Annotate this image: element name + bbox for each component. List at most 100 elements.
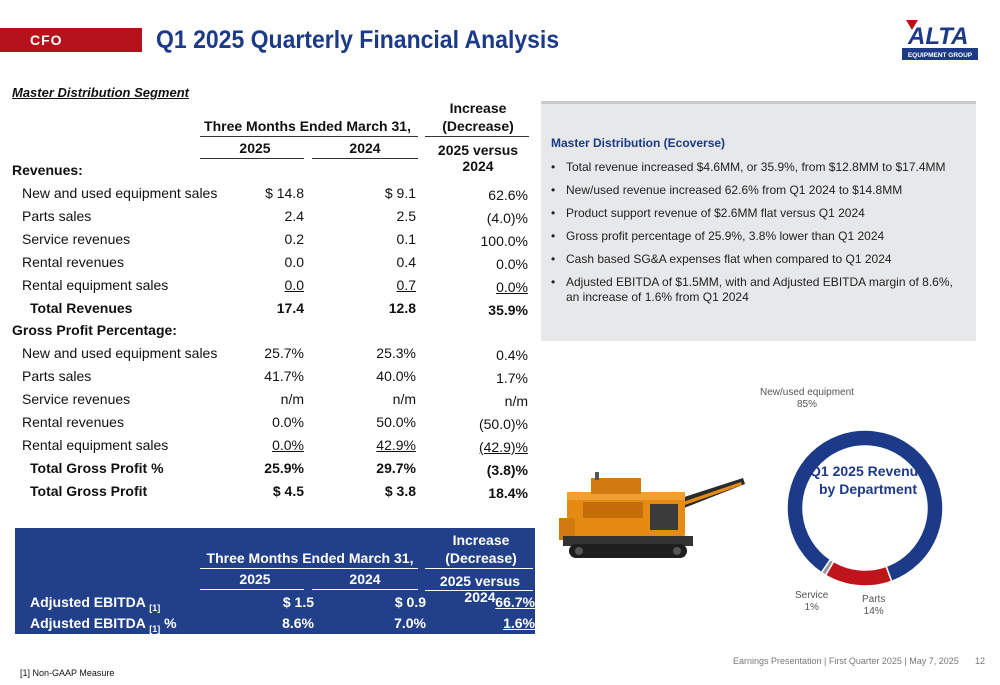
row-label: Adjusted EBITDA [1]	[30, 594, 161, 613]
change-header-2: (Decrease)	[442, 118, 514, 134]
row-label: Rental revenues	[22, 254, 124, 270]
panel-title: Master Distribution (Ecoverse)	[551, 136, 726, 150]
row-label: Parts sales	[22, 208, 92, 224]
ebitda-change-header-1: Increase	[452, 532, 510, 548]
value-change: (42.9)%	[478, 439, 528, 455]
value-change: 62.6%	[488, 187, 528, 203]
slice-value: 14%	[863, 606, 884, 617]
change-rule	[425, 136, 529, 137]
value-change: 18.4%	[488, 485, 528, 501]
revenues-heading-row: Revenues:	[0, 162, 540, 182]
value-2025: $ 4.5	[272, 483, 304, 499]
list-item: Gross profit percentage of 25.9%, 3.8% l…	[551, 229, 961, 244]
table-row: Parts sales 41.7% 40.0% 1.7%	[0, 368, 540, 388]
value-2025: n/m	[280, 391, 304, 407]
value-change: 0.0%	[496, 279, 528, 295]
table-row: Service revenues n/m n/m n/m	[0, 391, 540, 411]
table-row: Rental revenues 0.0 0.4 0.0%	[0, 254, 540, 274]
row-label: New and used equipment sales	[22, 185, 218, 201]
col-2024-header: 2024	[349, 140, 381, 156]
gp-heading: Gross Profit Percentage:	[12, 322, 177, 338]
commentary-panel: Master Distribution (Ecoverse) Total rev…	[541, 101, 976, 341]
table-row: Adjusted EBITDA [1] $ 1.5 $ 0.9 66.7%	[15, 594, 535, 614]
value-2025: 0.0%	[272, 437, 304, 453]
value-change: (3.8)%	[486, 462, 528, 478]
value-change: n/m	[504, 393, 528, 409]
row-label: Service revenues	[22, 391, 131, 407]
change-header-1: Increase	[449, 100, 507, 116]
page-number: 12	[975, 656, 986, 666]
col-2025-header: 2025	[239, 140, 271, 156]
row-label: Rental revenues	[22, 414, 124, 430]
value-change: 0.0%	[496, 256, 528, 272]
ebitda-period-header: Three Months Ended March 31,	[206, 550, 414, 566]
bullet-list: Total revenue increased $4.6MM, or 35.9%…	[551, 160, 961, 313]
svg-text:EQUIPMENT GROUP: EQUIPMENT GROUP	[908, 52, 973, 59]
footnote: [1] Non-GAAP Measure	[20, 668, 115, 678]
table-row: Rental revenues 0.0% 50.0% (50.0)%	[0, 414, 540, 434]
period-rule	[200, 136, 418, 137]
col-change-header: 2025 versus 2024	[437, 142, 519, 174]
slice-label-new-used: New/used equipment 85%	[760, 387, 854, 411]
value-2024: $ 9.1	[384, 185, 416, 201]
section-badge: CFO OVERVIEW	[0, 28, 142, 72]
trommel-screener-image	[559, 472, 745, 558]
slice-category: New/used equipment	[760, 387, 854, 398]
value-change: 100.0%	[480, 233, 528, 249]
value-change: 0.4%	[496, 347, 528, 363]
value-change: (4.0)%	[486, 210, 528, 226]
value-2024: 40.0%	[376, 368, 416, 384]
value-change: 1.7%	[496, 370, 528, 386]
value-change: (50.0)%	[478, 416, 528, 432]
value-2024: 42.9%	[376, 437, 416, 453]
alta-logo: ALTA EQUIPMENT GROUP	[902, 20, 978, 60]
list-item: New/used revenue increased 62.6% from Q1…	[551, 183, 961, 198]
value-change: 35.9%	[488, 302, 528, 318]
value-2025: 0.2	[284, 231, 304, 247]
slice-category: Parts	[862, 594, 886, 605]
row-label: Total Revenues	[30, 300, 133, 316]
list-item: Total revenue increased $4.6MM, or 35.9%…	[551, 160, 961, 175]
svg-text:ALTA: ALTA	[907, 23, 968, 50]
ebitda-change-header-2: (Decrease)	[445, 550, 517, 566]
value-2024: 25.3%	[376, 345, 416, 361]
segment-title: Master Distribution Segment	[12, 85, 189, 100]
table-row: New and used equipment sales 25.7% 25.3%…	[0, 345, 540, 365]
value-2025: $ 1.5	[282, 594, 314, 610]
value-2025: 0.0%	[272, 414, 304, 430]
slice-label-service: Service 1%	[795, 590, 828, 614]
row-label: Rental equipment sales	[22, 277, 169, 293]
table-row: Parts sales 2.4 2.5 (4.0)%	[0, 208, 540, 228]
total-gp-pct-row: Total Gross Profit % 25.9% 29.7% (3.8)%	[0, 460, 540, 480]
row-label: Adjusted EBITDA [1] %	[30, 615, 177, 634]
table-row: Rental equipment sales 0.0 0.7 0.0%	[0, 277, 540, 297]
value-2024: 0.1	[396, 231, 416, 247]
value-2025: 17.4	[276, 300, 304, 316]
row-label: Total Gross Profit %	[30, 460, 164, 476]
table-row: Adjusted EBITDA [1] % 8.6% 7.0% 1.6%	[15, 615, 535, 635]
value-2024: n/m	[392, 391, 416, 407]
value-2024: 50.0%	[376, 414, 416, 430]
ebitda-table: Three Months Ended March 31, Increase (D…	[15, 528, 535, 634]
donut-center-title: Q1 2025 Revenue by Department	[810, 463, 926, 497]
row-label: Service revenues	[22, 231, 131, 247]
ebitda-col-2024: 2024	[349, 571, 381, 587]
value-2025: 8.6%	[282, 615, 314, 631]
row-label: Total Gross Profit	[30, 483, 148, 499]
row-label: Rental equipment sales	[22, 437, 169, 453]
list-item: Cash based SG&A expenses flat when compa…	[551, 252, 961, 267]
slice-value: 85%	[796, 399, 817, 410]
revenue-donut-chart	[786, 429, 944, 587]
table-row: Rental equipment sales 0.0% 42.9% (42.9)…	[0, 437, 540, 457]
value-2024: 7.0%	[394, 615, 426, 631]
table-row: New and used equipment sales $ 14.8 $ 9.…	[0, 185, 540, 205]
ebitda-col-2025: 2025	[239, 571, 271, 587]
value-2025: 0.0	[284, 277, 304, 293]
col-2024-rule	[312, 158, 418, 159]
value-2025: 41.7%	[264, 368, 304, 384]
donut-slice-new-used-equipment	[786, 429, 944, 583]
donut-slices	[786, 429, 944, 587]
value-2025: 25.9%	[264, 460, 304, 476]
list-item: Adjusted EBITDA of $1.5MM, with and Adju…	[551, 275, 961, 305]
value-2024: 2.5	[396, 208, 416, 224]
